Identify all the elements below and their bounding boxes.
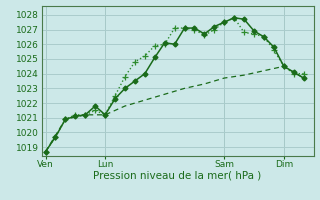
X-axis label: Pression niveau de la mer( hPa ): Pression niveau de la mer( hPa ) xyxy=(93,171,262,181)
